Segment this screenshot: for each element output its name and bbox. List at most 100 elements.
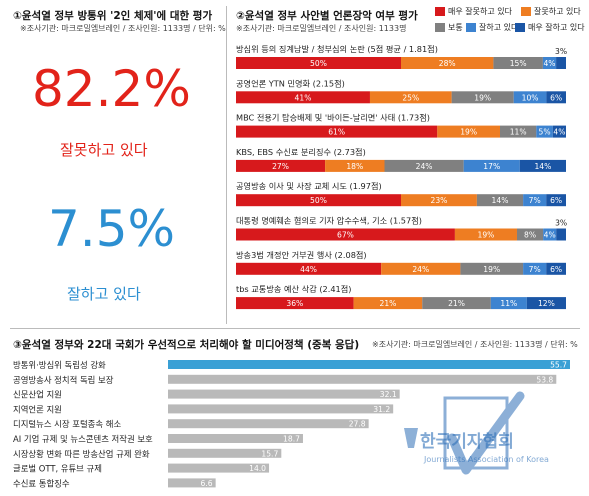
issue-bar-segment — [546, 194, 566, 207]
issue-bar-segment — [490, 297, 527, 310]
issue-category-label: 방심위 등의 징계남발 / 청부심의 논란 (5점 평균 / 1.81점) — [236, 44, 438, 54]
issue-bar-value-label: 11% — [510, 128, 527, 137]
policy-bar-value-label: 18.7 — [283, 435, 300, 444]
issue-bar-segment — [543, 228, 557, 241]
policy-category-label: AI 기업 규제 및 뉴스콘텐츠 저작권 보호 — [13, 434, 153, 444]
legend-label-very-good: 매우 잘하고 있다 — [528, 23, 585, 32]
issue-bar-segment — [493, 57, 543, 69]
legend-swatch-very-wrong — [435, 7, 445, 16]
issue-bar-segment — [546, 91, 566, 104]
issue-bar-value-label: 4% — [553, 128, 565, 137]
issue-bar-segment — [546, 262, 566, 275]
policy-category-label: 수신료 통합징수 — [13, 478, 70, 488]
issue-bar-value-label: 14% — [492, 196, 509, 205]
issue-bar-value-label: 23% — [431, 196, 448, 205]
panel2-note: ※조사기관: 마크로밀엠브레인 / 조사인원: 1133명 — [236, 24, 407, 33]
vertical-divider — [226, 6, 227, 324]
legend-very-wrong: 매우 잘못하고 있다 — [435, 6, 512, 17]
policy-bar-value-label: 15.7 — [261, 449, 278, 458]
legend-swatch-neutral — [435, 23, 445, 32]
issue-bar-value-label: 19% — [474, 93, 491, 102]
panel3-title: ③윤석열 정부와 22대 국회가 우선적으로 처리해야 할 미디어정책 (중복 … — [13, 339, 360, 351]
legend-label-wrong: 잘못하고 있다 — [534, 7, 581, 16]
policy-category-label: 시장상황 변화 따른 방송산업 규제 완화 — [13, 449, 150, 459]
policy-category-label: 지역언론 지원 — [13, 404, 62, 414]
issue-bar-value-label: 41% — [295, 93, 312, 102]
issue-bar-value-label: 17% — [483, 162, 500, 171]
policy-bar-value-label: 53.8 — [536, 375, 553, 384]
policy-bar-value-label: 32.1 — [380, 390, 397, 399]
horizontal-divider — [10, 328, 580, 329]
issue-bar-value-label: 11% — [500, 299, 517, 308]
issue-category-label: KBS, EBS 수신료 분리징수 (2.73점) — [236, 147, 366, 157]
policy-bar — [168, 463, 270, 473]
issue-bar-value-label: 4% — [543, 59, 555, 68]
issue-bar-value-label: 6% — [550, 93, 562, 102]
issue-bar-value-label: 44% — [300, 265, 317, 274]
issue-bar-value-label: 67% — [337, 231, 354, 240]
policy-bar — [168, 478, 216, 488]
issue-bar-segment — [401, 194, 477, 207]
issue-bar-segment — [236, 194, 401, 207]
issue-bar-segment — [236, 262, 382, 275]
policy-bar-value-label: 31.2 — [373, 405, 390, 414]
issue-bar-segment — [556, 228, 566, 241]
issue-bar-segment — [384, 159, 464, 172]
legend-swatch-good — [466, 23, 476, 32]
legend-swatch-wrong — [521, 7, 531, 16]
issue-bar-segment — [460, 262, 524, 275]
legend-very-good: 매우 잘하고 있다 — [515, 22, 585, 33]
legend-label-neutral: 보통 — [448, 23, 463, 32]
legend-swatch-very-good — [515, 23, 525, 32]
legend-label-good: 잘하고 있다 — [479, 23, 519, 32]
panel1-note: ※조사기관: 마크로밀엠브레인 / 조사인원: 1133명 / 단위: % — [20, 24, 226, 33]
issue-bar-segment — [381, 262, 461, 275]
issue-bar-segment — [463, 159, 520, 172]
issue-bar-segment — [236, 125, 438, 138]
issue-bar-segment — [422, 297, 491, 310]
policy-bar — [168, 419, 369, 429]
issue-bar-segment — [523, 194, 547, 207]
policy-category-label: 신문산업 지원 — [13, 390, 62, 400]
issue-bar-segment — [353, 297, 423, 310]
issue-bar-segment — [519, 159, 566, 172]
issue-bar-value-label: 19% — [478, 231, 495, 240]
issue-bar-segment — [369, 91, 452, 104]
policy-category-label: 방통위·방심위 독립성 강화 — [13, 360, 106, 370]
issue-bar-value-label: 19% — [460, 128, 477, 137]
issue-bar-value-label: 25% — [402, 93, 419, 102]
policy-bar — [168, 448, 282, 458]
issue-bar-segment — [513, 91, 547, 104]
issue-bar-segment — [236, 91, 370, 104]
issue-bar-value-label: 15% — [510, 59, 527, 68]
issue-bar-value-label: 24% — [416, 162, 433, 171]
issues-stacked-bar-chart: 방심위 등의 징계남발 / 청부심의 논란 (5점 평균 / 1.81점) 50%… — [236, 44, 567, 310]
issue-bar-value-label: 7% — [529, 196, 541, 205]
issue-bar-value-label: 21% — [379, 299, 396, 308]
issue-bar-segment — [526, 297, 566, 310]
policy-bar-value-label: 27.8 — [349, 420, 366, 429]
policy-bar-value-label: 55.7 — [550, 361, 567, 370]
issue-bar-value-label: 21% — [448, 299, 465, 308]
wrong-percentage: 82.2% — [32, 60, 191, 118]
issue-bar-segment — [451, 91, 514, 104]
good-label: 잘하고 있다 — [67, 285, 141, 303]
issue-bar-value-label: 19% — [483, 265, 500, 274]
legend-neutral: 보통 — [435, 22, 463, 33]
issue-bar-value-label: 50% — [310, 196, 327, 205]
issue-bar-segment — [236, 57, 401, 69]
policy-bar — [168, 374, 557, 384]
policy-bar — [168, 389, 400, 399]
issue-bar-value-label: 4% — [544, 231, 556, 240]
issue-bar-segment — [536, 125, 553, 138]
issue-category-label: MBC 전용기 탑승배제 및 '바이든-날리면' 사태 (1.73점) — [236, 113, 430, 123]
issue-bar-value-label: 6% — [550, 265, 562, 274]
issue-bar-segment — [401, 57, 494, 69]
issue-bar-value-label: 5% — [539, 128, 551, 137]
issue-bar-segment — [523, 262, 547, 275]
issue-category-label: 공영방송 이사 및 사장 교체 시도 (1.97점) — [236, 181, 382, 191]
issue-bar-segment — [552, 125, 566, 138]
issue-bar-value-label: 8% — [524, 231, 536, 240]
issue-bar-value-label: 6% — [550, 196, 562, 205]
